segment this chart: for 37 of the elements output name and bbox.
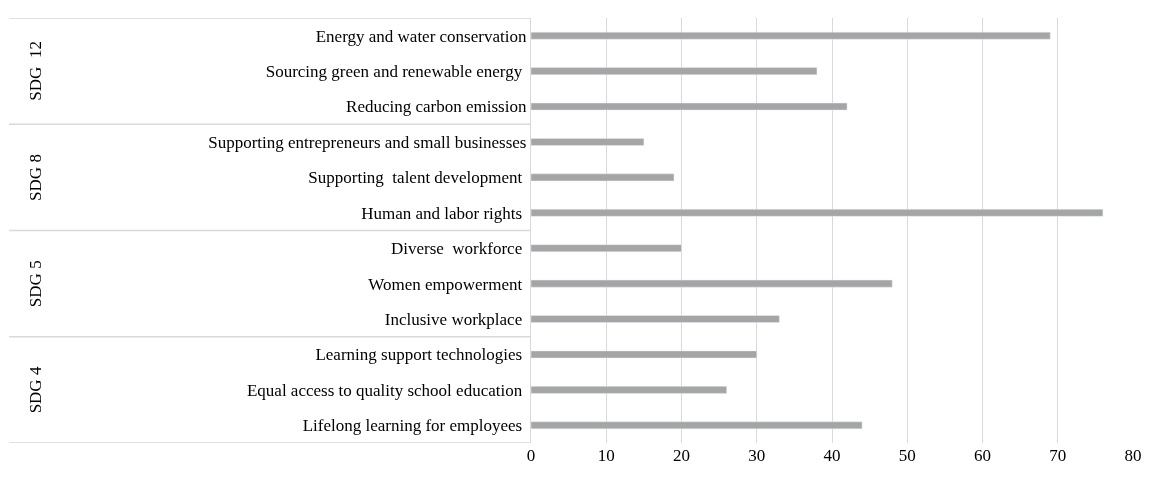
bar (531, 102, 848, 111)
x-tick-label: 10 (597, 446, 615, 465)
x-tick-label: 20 (673, 446, 690, 465)
y-tick-label: Supporting entrepreneurs and small businesses (208, 132, 527, 152)
x-tick-label: 30 (748, 446, 766, 465)
bar (531, 315, 780, 323)
bar (531, 173, 675, 182)
y-tick-label: Human and labor rights (361, 203, 527, 223)
y-tick-label: Learning support technologies (315, 345, 527, 365)
y-tick-label: Diverse workforce (390, 239, 527, 259)
y-tick-label: Energy and water conservation (315, 26, 527, 46)
x-tick-label: 50 (898, 446, 916, 465)
bar (531, 209, 1104, 217)
y-tick-label: Lifelong learning for employees (302, 416, 527, 436)
x-tick-label: 40 (823, 446, 841, 465)
y-tick-label: Reducing carbon emission (346, 97, 527, 117)
bar (531, 67, 818, 75)
y-tick-label: Inclusive workplace (384, 309, 527, 329)
text: SDG 5 (25, 260, 45, 308)
text: SDG 4 (25, 366, 45, 414)
text: SDG 12 (26, 41, 46, 101)
bar (531, 244, 682, 252)
bar (531, 279, 893, 288)
x-tick-label: 80 (1124, 446, 1142, 465)
bar (531, 421, 863, 430)
bar (531, 350, 757, 359)
y-tick-label: Supporting talent development (308, 168, 527, 188)
x-tick-label: 60 (974, 446, 991, 465)
y-tick-label: Equal access to quality school education (246, 380, 527, 400)
bar (531, 386, 727, 394)
x-tick-label: 0 (526, 446, 536, 465)
bar (531, 31, 1051, 40)
y-tick-label: Sourcing green and renewable energy (265, 62, 527, 82)
y-tick-label: Women empowerment (368, 274, 527, 294)
bar (531, 138, 645, 146)
text: SDG 8 (26, 154, 46, 201)
x-tick-label: 70 (1049, 446, 1067, 465)
